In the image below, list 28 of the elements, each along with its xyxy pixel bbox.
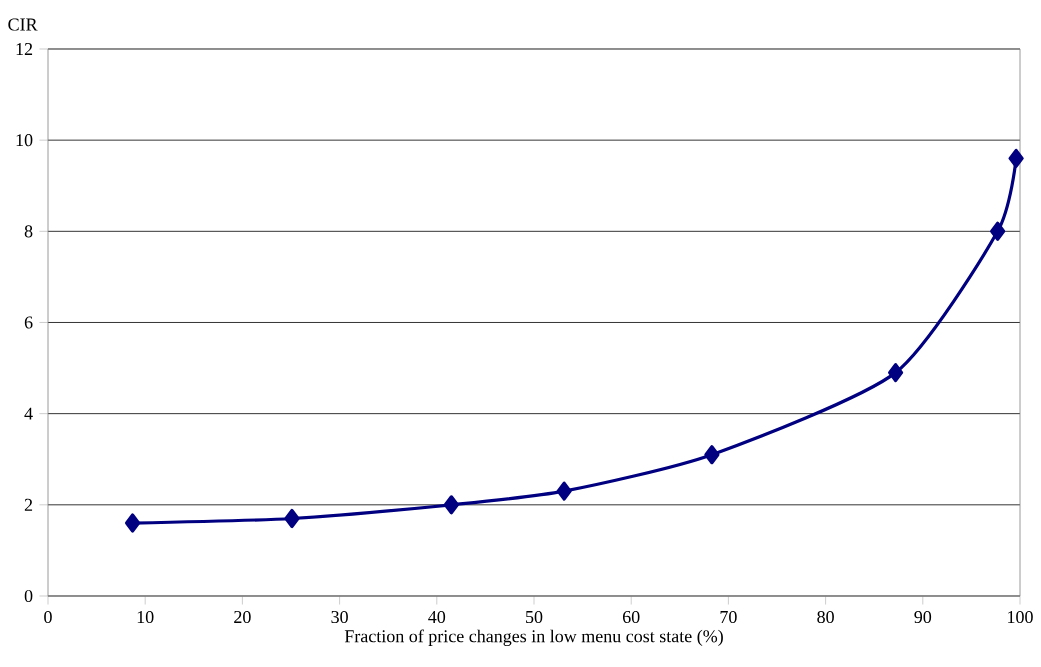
point <box>704 445 720 465</box>
y-tick-label: 6 <box>24 316 33 329</box>
x-tick-label: 20 <box>234 610 251 624</box>
point <box>1008 148 1024 168</box>
x-tick-label: 30 <box>331 610 348 624</box>
point <box>990 221 1006 241</box>
y-tick-label: 8 <box>24 225 33 238</box>
point <box>124 513 141 533</box>
x-tick-label: 60 <box>622 610 640 624</box>
point <box>556 481 572 501</box>
x-tick-label: 10 <box>137 610 154 624</box>
x-tick-label: 0 <box>44 610 52 624</box>
y-tick-label: 2 <box>24 498 33 511</box>
point <box>284 508 300 529</box>
y-tick-label: 4 <box>24 407 33 420</box>
x-tick-label: 70 <box>720 610 737 624</box>
point <box>443 495 459 515</box>
y-tick-label: 10 <box>16 134 33 147</box>
x-tick-label: 50 <box>526 610 543 624</box>
x-tick-label: 40 <box>428 610 446 624</box>
x-tick-label: 80 <box>817 610 834 624</box>
x-tick-label: 100 <box>1008 610 1033 624</box>
point <box>887 363 904 383</box>
x-tick-label: 90 <box>914 610 932 624</box>
y-tick-label: 12 <box>16 43 33 55</box>
y-tick-label: 0 <box>24 589 33 603</box>
x-axis-title: Fraction of price changes in low menu cost state (%) <box>344 629 723 647</box>
y-axis-title: CIR <box>8 18 38 31</box>
